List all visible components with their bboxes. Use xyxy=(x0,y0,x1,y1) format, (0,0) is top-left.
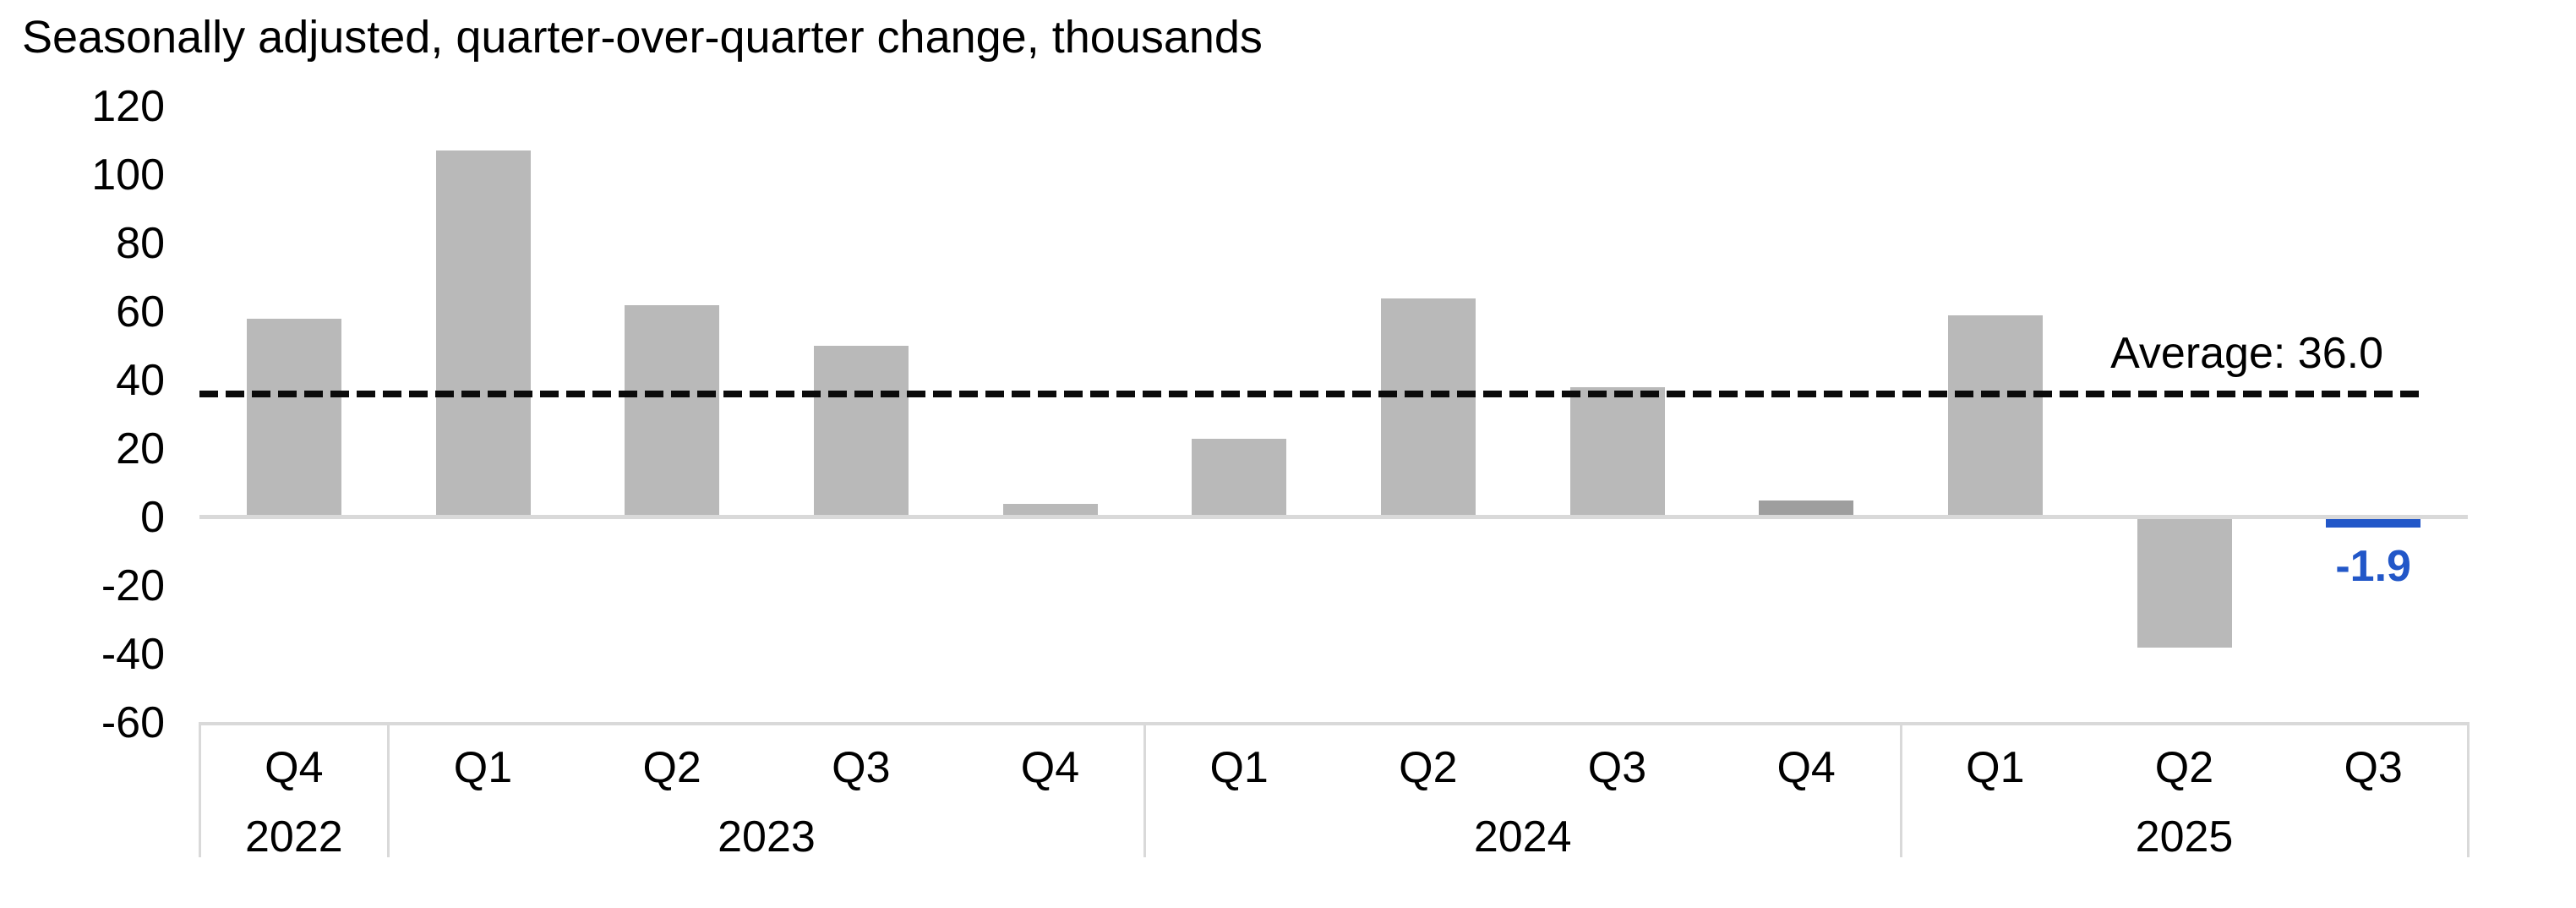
year-group-separator xyxy=(1143,722,1146,857)
y-tick-label: -60 xyxy=(101,698,165,748)
bar xyxy=(1569,386,1665,517)
average-dashed-line xyxy=(199,391,2419,397)
x-quarter-label: Q1 xyxy=(1209,743,1269,792)
average-line-label: Average: 36.0 xyxy=(2110,329,2383,378)
final-value-label: -1.9 xyxy=(2335,542,2411,591)
x-quarter-label: Q1 xyxy=(1966,743,2025,792)
y-tick-label: 100 xyxy=(91,150,165,200)
bar xyxy=(246,318,341,517)
y-tick-label: 60 xyxy=(116,287,165,336)
x-quarter-label: Q4 xyxy=(265,743,324,792)
year-group-separator xyxy=(2467,722,2470,857)
bar xyxy=(435,150,531,517)
x-axis-line xyxy=(199,722,2468,725)
y-tick-label: 120 xyxy=(91,81,165,131)
bar xyxy=(625,304,720,517)
bar xyxy=(813,346,909,517)
zero-baseline xyxy=(199,515,2468,519)
final-value-dash-marker xyxy=(2326,519,2421,528)
x-quarter-label: Q3 xyxy=(1587,743,1647,792)
x-quarter-label: Q4 xyxy=(1020,743,1080,792)
x-year-label: 2024 xyxy=(1473,812,1572,862)
y-tick-label: -40 xyxy=(101,630,165,680)
year-group-separator xyxy=(199,722,201,857)
x-quarter-label: Q3 xyxy=(832,743,891,792)
x-year-label: 2023 xyxy=(718,812,816,862)
y-tick-label: 20 xyxy=(116,424,165,473)
bar xyxy=(1192,438,1287,517)
x-quarter-label: Q4 xyxy=(1776,743,1836,792)
x-quarter-label: Q2 xyxy=(642,743,701,792)
y-tick-label: 40 xyxy=(116,355,165,405)
year-group-separator xyxy=(387,722,390,857)
year-group-separator xyxy=(1900,722,1902,857)
y-tick-label: 80 xyxy=(116,218,165,268)
bar xyxy=(1759,500,1854,517)
x-quarter-label: Q3 xyxy=(2344,743,2403,792)
bar xyxy=(1002,503,1098,517)
x-quarter-label: Q2 xyxy=(1399,743,1458,792)
bar xyxy=(2137,519,2232,648)
bar xyxy=(1380,298,1476,517)
bar xyxy=(1947,315,2043,517)
x-year-label: 2022 xyxy=(244,812,343,862)
y-tick-label: -20 xyxy=(101,561,165,611)
x-year-label: 2025 xyxy=(2135,812,2234,862)
chart-title: Seasonally adjusted, quarter-over-quarte… xyxy=(22,12,1263,63)
y-tick-label: 0 xyxy=(140,493,165,542)
x-quarter-label: Q2 xyxy=(2154,743,2214,792)
x-quarter-label: Q1 xyxy=(453,743,513,792)
